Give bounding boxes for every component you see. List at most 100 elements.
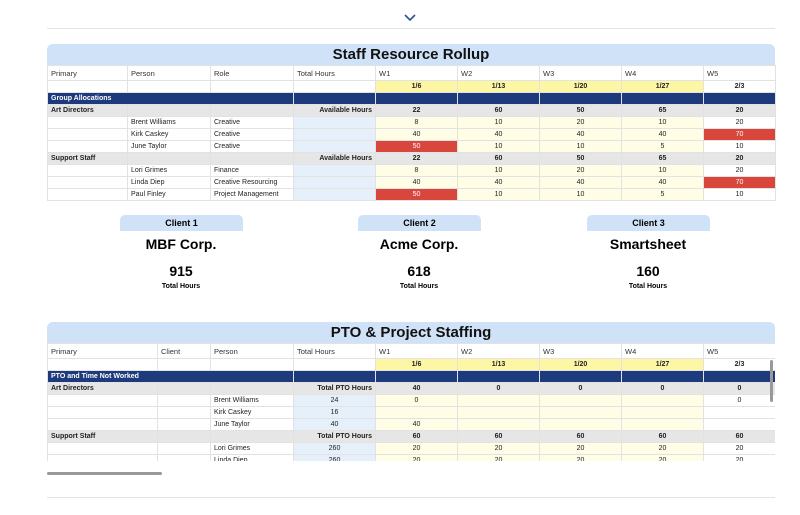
week-date: 1/20 [539, 80, 622, 93]
hours-cell: 60 [375, 430, 458, 443]
v-scrollbar[interactable] [770, 360, 773, 402]
scroll-area[interactable]: Primary Client Person Total Hours W1 W2 W3 W4 W5… [47, 343, 775, 461]
hours-cell [457, 394, 540, 407]
text-cell: Creative [210, 140, 294, 153]
hours-cell: 0 [375, 394, 458, 407]
person-row: Lori Grimes Finance 8 10 20 10 20 [47, 164, 776, 177]
hours-cell: 65 [621, 104, 704, 117]
person-row: Paul Finley Project Management 50 10 10 5 10 [47, 188, 776, 201]
hours-cell: 0 [621, 382, 704, 395]
week-date [210, 80, 294, 93]
hours-cell: 40 [457, 176, 540, 189]
person-row: Kirk Caskey Creative 40 40 40 40 70 [47, 128, 776, 141]
column-header: W3 [539, 65, 622, 81]
hours-cell: 20 [457, 454, 540, 461]
text-cell [293, 128, 376, 141]
text-cell: Creative [210, 116, 294, 129]
hours-cell: 22 [375, 152, 458, 165]
hours-cell: 20 [703, 152, 776, 165]
text-cell: Support Staff [47, 152, 128, 165]
section-cell [293, 92, 376, 105]
hours-cell: 10 [703, 188, 776, 201]
week-date [47, 358, 158, 371]
text-cell: Creative [210, 128, 294, 141]
hours-cell: 20 [539, 164, 622, 177]
hours-cell: 60 [621, 430, 704, 443]
text-cell: Available Hours [293, 152, 376, 165]
text-cell [293, 176, 376, 189]
hours-cell [457, 406, 540, 419]
hours-cell [621, 394, 704, 407]
text-cell: Project Management [210, 188, 294, 201]
group-row: Support Staff Total PTO Hours 60 60 60 60 60 [47, 430, 775, 443]
hours-cell: 0 [703, 394, 775, 407]
column-header: W4 [621, 65, 704, 81]
text-cell [293, 116, 376, 129]
date-row: 1/6 1/13 1/20 1/27 2/3 [47, 358, 775, 371]
hours-cell [457, 418, 540, 431]
text-cell: Brent Williams [127, 116, 211, 129]
client-hours: 618 [407, 263, 431, 279]
person-row: Linda Diep Creative Resourcing 40 40 40 40 70 [47, 176, 776, 189]
text-cell [47, 418, 158, 431]
hours-cell: 20 [539, 116, 622, 129]
week-date: 2/3 [703, 358, 775, 371]
hours-cell: 10 [457, 116, 540, 129]
column-header: W4 [621, 343, 704, 359]
hours-cell: 20 [375, 454, 458, 461]
column-header: Person [210, 343, 294, 359]
divider [47, 497, 775, 498]
hours-cell: 60 [703, 430, 775, 443]
week-date [293, 358, 376, 371]
data-table: Primary Person Role Total Hours W1 W2 W3 W4 W5 1/… [47, 65, 776, 201]
section-cell [621, 92, 704, 105]
hours-cell: 40 [621, 176, 704, 189]
section-row: Group Allocations [47, 92, 776, 105]
section-cell [457, 370, 540, 383]
hours-cell: 65 [621, 152, 704, 165]
week-date: 1/27 [621, 80, 704, 93]
hours-cell [621, 406, 704, 419]
text-cell: Lori Grimes [210, 442, 294, 455]
week-date: 1/27 [621, 358, 704, 371]
hours-cell [539, 406, 622, 419]
group-row: Art Directors Total PTO Hours 40 0 0 0 0 [47, 382, 775, 395]
section-cell [621, 370, 704, 383]
person-row: Kirk Caskey 16 [47, 406, 775, 419]
collapse-chevron[interactable] [403, 13, 417, 22]
hours-cell: 40 [375, 382, 458, 395]
hours-cell: 20 [703, 164, 776, 177]
hours-cell: 20 [703, 454, 775, 461]
text-cell [47, 140, 128, 153]
text-cell [293, 140, 376, 153]
hours-cell: 50 [539, 104, 622, 117]
text-cell: Art Directors [47, 382, 158, 395]
section-cell [457, 92, 540, 105]
client-hours: 160 [636, 263, 660, 279]
hours-cell: 20 [457, 442, 540, 455]
hours-cell: 8 [375, 116, 458, 129]
date-row: 1/6 1/13 1/20 1/27 2/3 [47, 80, 776, 93]
section-cell [375, 370, 458, 383]
client-hours-label: Total Hours [161, 283, 201, 290]
hours-cell: 10 [703, 140, 776, 153]
h-scrollbar[interactable] [47, 472, 162, 475]
divider [47, 28, 775, 29]
column-header: Primary [47, 65, 128, 81]
hours-cell: 0 [457, 382, 540, 395]
client-name: Smartsheet [609, 236, 687, 252]
data-table: Primary Client Person Total Hours W1 W2 W3 W4 W5… [47, 343, 775, 461]
text-cell: Support Staff [47, 430, 158, 443]
person-row: June Taylor 40 40 [47, 418, 775, 431]
hours-cell: 70 [703, 176, 776, 189]
column-header: Total Hours [293, 65, 376, 81]
text-cell: Art Directors [47, 104, 128, 117]
week-date [210, 358, 294, 371]
hours-cell [539, 418, 622, 431]
week-date [47, 80, 128, 93]
section-row: PTO and Time Not Worked [47, 370, 775, 383]
text-cell: June Taylor [210, 418, 294, 431]
hours-cell [621, 418, 704, 431]
section-cell [375, 92, 458, 105]
text-cell: 24 [293, 394, 376, 407]
